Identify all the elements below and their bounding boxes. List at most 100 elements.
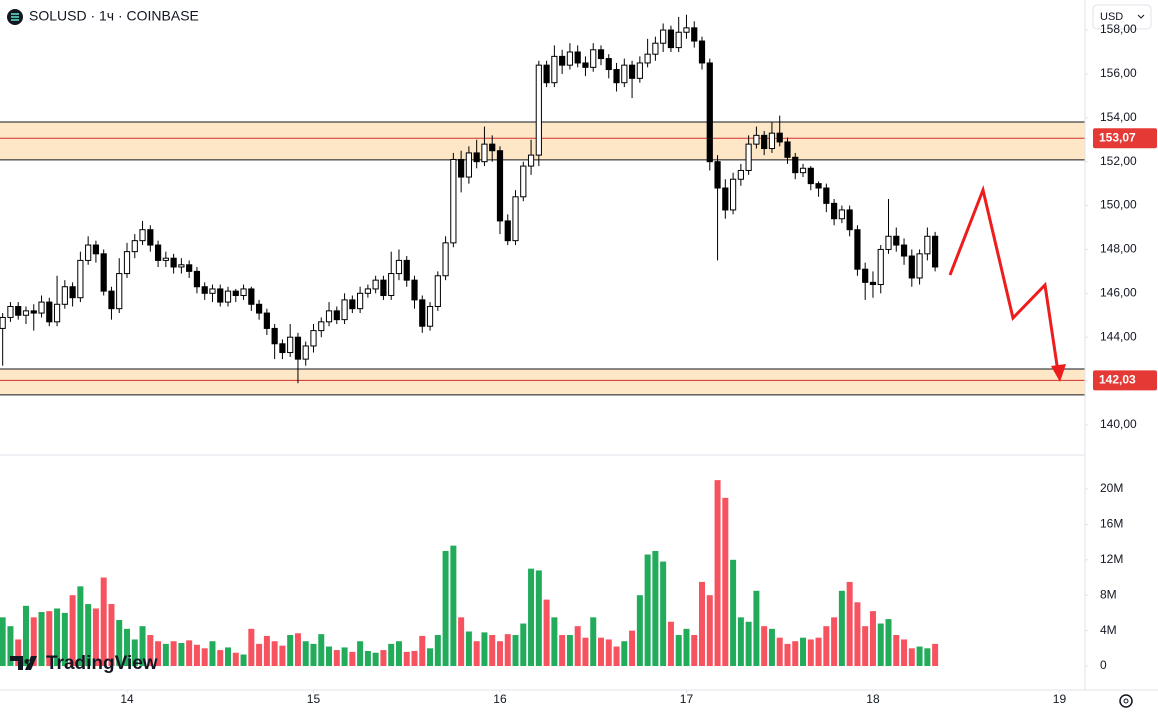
volume-bar: [178, 643, 185, 667]
currency-button-label[interactable]: USD: [1100, 11, 1123, 23]
candle-body: [255, 303, 263, 314]
level-badge: [1093, 128, 1157, 149]
volume-bar: [310, 643, 317, 667]
candle-body: [854, 229, 861, 270]
candle-body: [489, 143, 496, 152]
candle-body: [271, 327, 278, 345]
candle-body: [792, 156, 799, 174]
candle-body: [333, 310, 340, 321]
volume-bar: [38, 612, 45, 667]
volume-bar: [753, 590, 760, 667]
volume-bar: [683, 628, 690, 667]
volume-bar: [737, 617, 744, 667]
y-tick-label: 154,00: [1100, 110, 1137, 124]
candle-body: [131, 240, 138, 253]
candle-body: [357, 292, 364, 310]
forecast-arrow: [948, 184, 1060, 373]
zones: [0, 121, 1085, 396]
candle-body: [240, 288, 247, 297]
volume-tick-label: 16M: [1100, 517, 1123, 531]
volume-bar: [496, 641, 503, 667]
candle-body: [232, 290, 239, 297]
volume-bar: [924, 648, 931, 667]
candle-body: [318, 321, 325, 332]
candle-body: [776, 132, 783, 143]
candle-body: [722, 187, 729, 211]
volume-bar: [885, 619, 892, 667]
candle-body: [932, 235, 939, 268]
candle-body: [302, 345, 309, 360]
candle-body: [108, 290, 115, 310]
candle-body: [411, 279, 418, 301]
volume-bar: [636, 595, 643, 667]
volume-bar: [108, 604, 115, 667]
candle-body: [559, 55, 566, 66]
currency-button[interactable]: [1092, 4, 1152, 30]
candle-body: [349, 299, 356, 310]
x-tick-label: 17: [680, 692, 694, 706]
x-tick-label: 16: [493, 692, 507, 706]
candle-body: [636, 62, 643, 79]
x-tick-label: 18: [866, 692, 880, 706]
volume-bar: [116, 619, 123, 667]
candle-body: [885, 235, 892, 250]
y-tick-label: 148,00: [1100, 242, 1137, 256]
candle-body: [924, 235, 931, 255]
volume-bar: [566, 635, 573, 667]
candle-body: [729, 178, 737, 211]
volume-bar: [932, 643, 939, 667]
volume-bar: [92, 608, 99, 667]
volume-bar: [551, 617, 558, 667]
currency-button-caret[interactable]: [1137, 14, 1145, 19]
volume-bar: [294, 633, 301, 667]
volume-bar: [54, 608, 61, 667]
candle-body: [201, 286, 208, 294]
candle-body: [481, 143, 488, 163]
volume-bar: [776, 637, 783, 667]
volume-bar: [916, 646, 923, 667]
volume-bar: [333, 650, 340, 667]
settings-button-core[interactable]: [1123, 698, 1129, 704]
volume-bar: [139, 626, 146, 667]
candle-body: [551, 55, 558, 84]
volume-bar: [131, 639, 138, 667]
candle-body: [263, 312, 270, 329]
candle-body: [458, 158, 465, 178]
volume-bar: [644, 554, 651, 667]
volume-bar: [745, 621, 752, 667]
level-badge-label: 142,03: [1099, 373, 1136, 387]
y-tick-label: 140,00: [1100, 417, 1137, 431]
volume-bar: [162, 643, 169, 667]
volume-bar: [0, 617, 6, 667]
volume-bar: [768, 628, 775, 667]
candle-body: [846, 209, 853, 231]
candle-body: [683, 27, 690, 33]
candle-body: [691, 27, 698, 42]
volume-bar: [512, 635, 519, 667]
volume-bar: [574, 626, 581, 667]
candle-body: [403, 259, 410, 281]
volume-bar: [869, 611, 876, 667]
candle-body: [807, 167, 814, 185]
y-tick-label: 144,00: [1100, 329, 1137, 343]
volume-bar: [217, 650, 224, 667]
settings-button[interactable]: [1119, 694, 1133, 708]
candle-body: [248, 288, 255, 305]
volume-bar: [535, 570, 542, 667]
candle-body: [597, 49, 605, 60]
volume-bar: [364, 650, 371, 667]
volume-bar: [893, 635, 900, 667]
candle-body: [395, 259, 403, 275]
volume-pane: [0, 480, 939, 667]
candle-body: [838, 209, 845, 220]
candle-body: [294, 336, 302, 360]
candle-body: [442, 242, 449, 277]
volume-bar: [489, 635, 496, 667]
volume-bar: [123, 628, 130, 667]
volume-bar: [193, 644, 200, 667]
volume-bar: [256, 643, 263, 667]
candle-body: [590, 49, 597, 68]
volume-bar: [722, 497, 729, 667]
candle-body: [628, 64, 636, 79]
zone: [0, 121, 1085, 160]
